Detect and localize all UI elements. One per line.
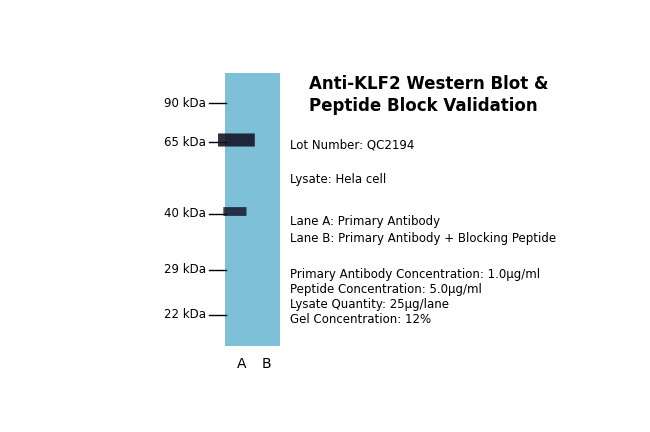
Text: Lysate Quantity: 25μg/lane: Lysate Quantity: 25μg/lane <box>291 298 449 311</box>
Text: Peptide Concentration: 5.0μg/ml: Peptide Concentration: 5.0μg/ml <box>291 283 482 296</box>
Text: Gel Concentration: 12%: Gel Concentration: 12% <box>291 313 432 326</box>
Text: A: A <box>237 357 246 371</box>
Text: 29 kDa: 29 kDa <box>164 263 205 276</box>
FancyBboxPatch shape <box>218 133 255 146</box>
Text: 40 kDa: 40 kDa <box>164 207 205 220</box>
Bar <box>225 73 280 346</box>
Text: 22 kDa: 22 kDa <box>164 308 205 321</box>
Text: Primary Antibody Concentration: 1.0μg/ml: Primary Antibody Concentration: 1.0μg/ml <box>291 268 540 281</box>
Text: Lane B: Primary Antibody + Blocking Peptide: Lane B: Primary Antibody + Blocking Pept… <box>291 232 556 245</box>
Text: 90 kDa: 90 kDa <box>164 97 205 110</box>
Text: Lot Number: QC2194: Lot Number: QC2194 <box>291 139 415 152</box>
Text: B: B <box>262 357 272 371</box>
Text: Lysate: Hela cell: Lysate: Hela cell <box>291 173 387 186</box>
Text: 65 kDa: 65 kDa <box>164 136 205 149</box>
Text: Anti-KLF2 Western Blot &
Peptide Block Validation: Anti-KLF2 Western Blot & Peptide Block V… <box>309 75 549 115</box>
FancyBboxPatch shape <box>224 207 246 216</box>
Text: Lane A: Primary Antibody: Lane A: Primary Antibody <box>291 215 441 228</box>
